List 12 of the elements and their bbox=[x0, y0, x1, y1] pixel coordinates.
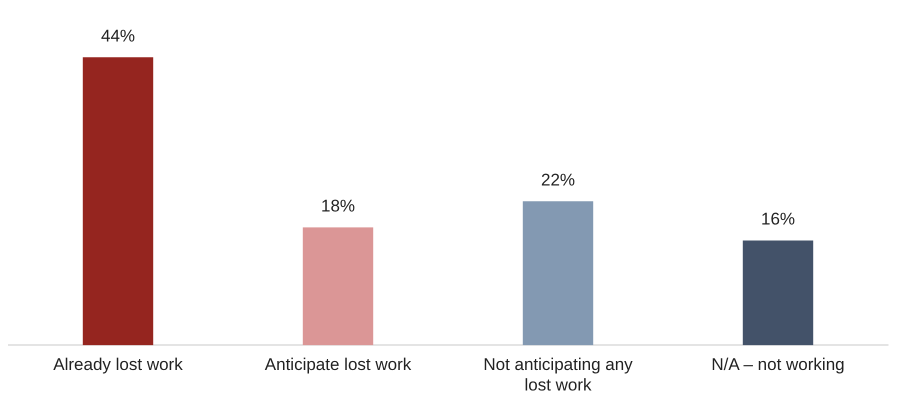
bar bbox=[302, 227, 374, 346]
data-label: 18% bbox=[320, 196, 356, 216]
x-tick-label: N/A – not working bbox=[711, 355, 845, 374]
data-label: 44% bbox=[100, 26, 136, 46]
x-tick-label: Not anticipating any lost work bbox=[483, 355, 634, 394]
bar bbox=[522, 201, 594, 346]
bar bbox=[742, 240, 814, 346]
data-label: 16% bbox=[760, 210, 796, 229]
data-label: 22% bbox=[540, 170, 576, 190]
bar bbox=[82, 57, 154, 346]
x-tick-label: Anticipate lost work bbox=[264, 355, 412, 374]
x-tick-label: Already lost work bbox=[53, 355, 184, 374]
